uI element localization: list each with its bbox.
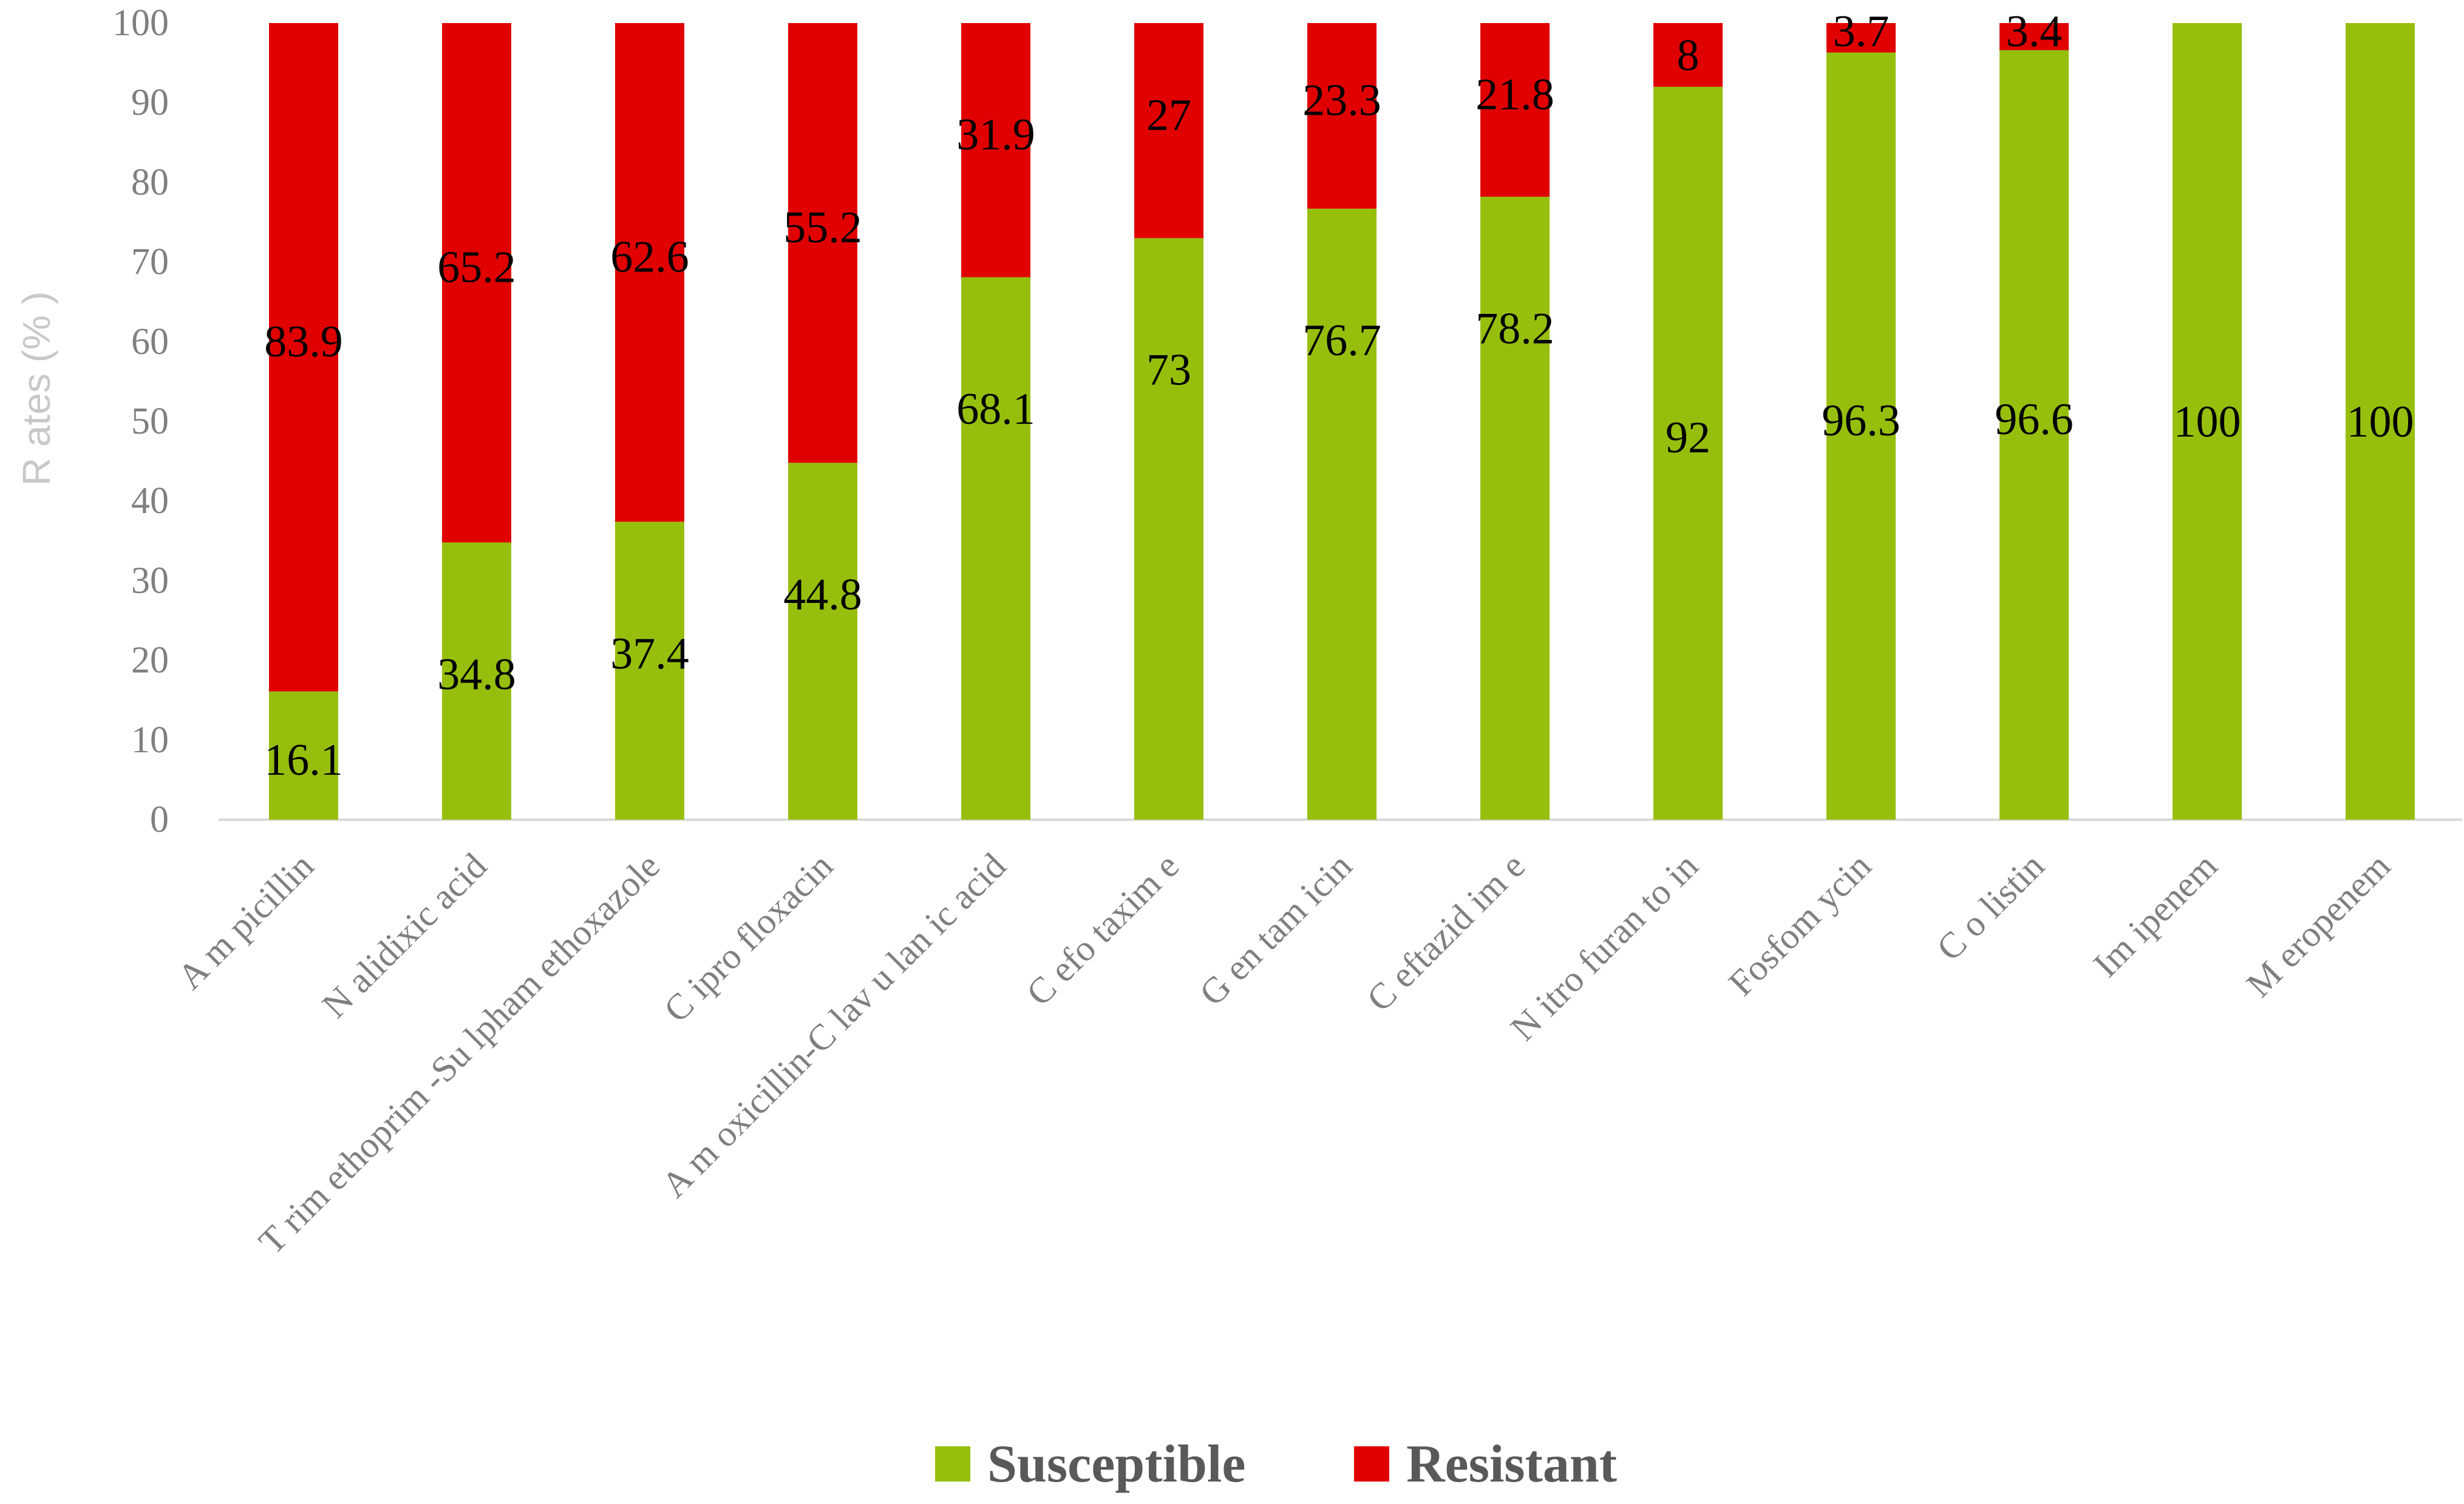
category-label: C efo taxim e: [1019, 846, 1186, 1013]
bar-resistant: [1307, 23, 1377, 209]
bar-resistant: [1826, 23, 1896, 53]
data-label-susceptible: 44.8: [783, 570, 862, 620]
bar-resistant: [269, 23, 338, 692]
data-label-resistant: 23.3: [1302, 76, 1381, 126]
bar-resistant: [442, 23, 511, 543]
category-label: Fosfom ycin: [1721, 846, 1879, 1004]
category-label: N itro furan to in: [1503, 846, 1706, 1049]
bar-susceptible: [961, 277, 1030, 820]
bar-resistant: [1653, 23, 1723, 87]
bar-susceptible: [1653, 86, 1723, 820]
y-tick-label: 0: [150, 799, 169, 840]
bar-susceptible: [615, 522, 684, 820]
data-label-resistant: 8: [1677, 30, 1700, 80]
y-tick-label: 10: [131, 720, 169, 761]
legend-swatch-resistant: [1354, 1446, 1389, 1482]
data-label-resistant: 3.7: [1833, 7, 1890, 56]
bar-resistant: [788, 23, 857, 463]
category-label: M eropenem: [2239, 846, 2398, 1005]
data-label-susceptible: 16.1: [264, 735, 343, 785]
legend-label-susceptible: Susceptible: [987, 1435, 1245, 1494]
y-tick-label: 20: [131, 640, 169, 681]
data-labels-group: 16.1 83.9 34.8 65.2 37.4 62.6 44.8 55.2 68.1 31.9…: [264, 7, 2414, 785]
legend-label-resistant: Resistant: [1406, 1435, 1617, 1494]
data-label-resistant: 21.8: [1475, 70, 1554, 120]
y-tick-label: 80: [131, 162, 169, 203]
data-label-resistant: 55.2: [783, 203, 862, 253]
category-label: N alidixic acid: [315, 846, 494, 1026]
data-label-susceptible: 100: [2347, 397, 2414, 447]
bar-susceptible: [2173, 23, 2242, 820]
bar-susceptible: [788, 463, 857, 820]
bar-susceptible: [1134, 238, 1203, 820]
y-tick-label: 90: [131, 82, 169, 123]
data-label-susceptible: 78.2: [1475, 304, 1554, 353]
data-label-susceptible: 73: [1146, 345, 1191, 395]
bar-susceptible: [1307, 208, 1377, 820]
category-label: G en tam icin: [1192, 846, 1360, 1013]
legend-swatch-susceptible: [935, 1446, 970, 1482]
bar-resistant: [1480, 23, 1550, 197]
data-label-susceptible: 96.6: [1995, 395, 2074, 444]
category-label: C eftazid im e: [1359, 846, 1533, 1019]
data-label-resistant: 65.2: [437, 242, 516, 292]
y-axis-title: R ates (% ): [15, 291, 58, 486]
bar-susceptible: [1826, 52, 1896, 820]
bar-susceptible: [1480, 197, 1550, 820]
y-tick-label: 60: [131, 321, 169, 362]
bar-resistant: [615, 23, 684, 522]
category-label: C ipro floxacin: [656, 846, 841, 1030]
y-tick-label: 50: [131, 401, 169, 442]
data-label-susceptible: 96.3: [1822, 396, 1901, 446]
data-label-resistant: 31.9: [956, 110, 1035, 160]
data-label-susceptible: 34.8: [437, 650, 516, 699]
bar-resistant: [1999, 23, 2069, 50]
y-axis-ticks: 0 10 20 30 40 50 60 70 80 90 100: [112, 2, 169, 840]
y-tick-label: 30: [131, 560, 169, 601]
category-label: C o listin: [1929, 846, 2052, 968]
data-label-resistant: 3.4: [2006, 7, 2063, 56]
bar-susceptible: [2346, 23, 2415, 820]
data-label-susceptible: 92: [1666, 413, 1710, 463]
y-tick-label: 100: [112, 2, 169, 44]
y-tick-label: 70: [131, 242, 169, 283]
category-label: A m oxicillin-C lav u lan ic acid: [654, 846, 1013, 1205]
category-label: A m picillin: [170, 846, 321, 997]
data-label-susceptible: 37.4: [610, 629, 689, 679]
bar-susceptible: [1999, 50, 2069, 820]
bars-group: [269, 23, 2415, 820]
data-label-susceptible: 76.7: [1302, 316, 1381, 366]
data-label-resistant: 83.9: [264, 317, 343, 367]
data-label-resistant: 62.6: [610, 232, 689, 282]
category-label: Im ipenem: [2086, 846, 2225, 985]
bar-susceptible: [442, 542, 511, 820]
data-label-resistant: 27: [1146, 90, 1191, 140]
bar-resistant: [1134, 23, 1203, 239]
data-label-susceptible: 100: [2174, 397, 2241, 447]
legend: Susceptible Resistant: [935, 1435, 1617, 1494]
bar-resistant: [961, 23, 1030, 277]
data-label-susceptible: 68.1: [956, 384, 1035, 434]
y-tick-label: 40: [131, 480, 169, 522]
bar-susceptible: [269, 691, 338, 820]
